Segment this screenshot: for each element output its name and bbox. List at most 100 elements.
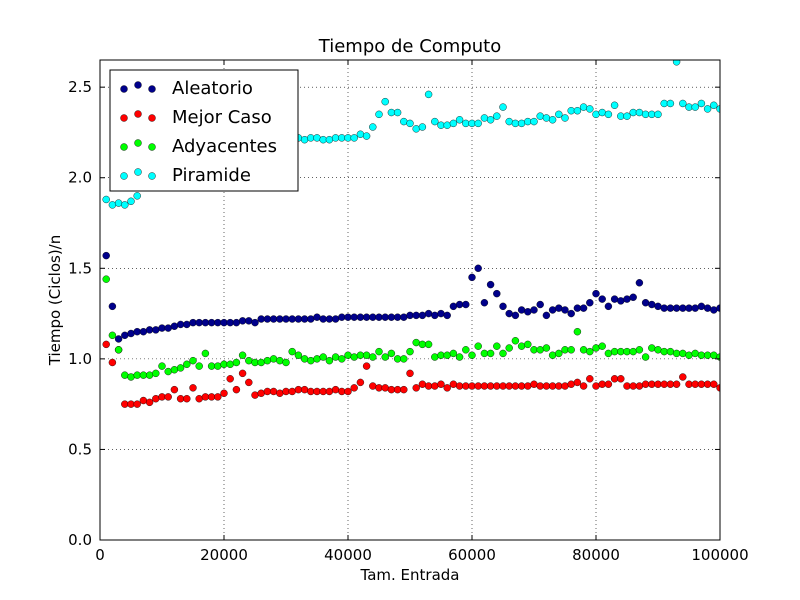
point-aleatorio: Aleatorio: (10000, 1.17) (158, 324, 166, 332)
point-aleatorio: Aleatorio: (5000, 1.14) (127, 329, 135, 338)
point-aleatorio: Aleatorio: (96000, 1.28) (691, 304, 699, 312)
point-aleatorio: Aleatorio: (29000, 1.22) (276, 315, 284, 323)
point-mejor-caso: Mejor Caso: (11000, 0.79) (164, 393, 172, 401)
point-aleatorio: Aleatorio: (32000, 1.22) (294, 315, 303, 323)
point-aleatorio: Aleatorio: (59000, 1.3) (462, 300, 470, 309)
point-piramide: Piramide: (69000, 2.31) (524, 117, 532, 126)
point-adyacentes: Adyacentes: (41000, 1.01) (350, 353, 358, 361)
point-mejor-caso: Mejor Caso: (19000, 0.79) (214, 393, 222, 401)
point-piramide: Piramide: (57000, 2.3) (449, 119, 458, 128)
point-aleatorio: Aleatorio: (71000, 1.3) (536, 300, 544, 309)
point-adyacentes: Adyacentes: (52000, 1.08) (418, 340, 427, 349)
legend-label: Aleatorio (172, 78, 253, 99)
point-aleatorio: Aleatorio: (1000, 1.57) (102, 251, 110, 260)
point-mejor-caso: Mejor Caso: (8000, 0.76) (145, 398, 154, 407)
point-adyacentes: Adyacentes: (66000, 1.06) (505, 344, 513, 352)
point-piramide: Piramide: (66000, 2.31) (505, 117, 513, 126)
point-aleatorio: Aleatorio: (20000, 1.2) (220, 318, 228, 327)
point-piramide: Piramide: (79000, 2.38) (586, 105, 594, 113)
point-aleatorio: Aleatorio: (87000, 1.42) (635, 279, 644, 287)
series-mejor-caso: Mejor Caso: (1000, 1.08) Mejor Caso: (200… (102, 340, 720, 408)
point-piramide: Piramide: (41000, 2.22) (350, 134, 358, 142)
legend-label: Adyacentes (172, 136, 277, 157)
point-mejor-caso: Mejor Caso: (54000, 0.85) (431, 382, 439, 390)
y-axis-title: Tiempo (Ciclos)/n (46, 235, 64, 367)
point-piramide: Piramide: (80000, 2.35) (592, 110, 600, 119)
legend-entry-piramide: Piramide (120, 165, 251, 186)
point-adyacentes: Adyacentes: (85000, 1.04) (623, 347, 631, 356)
point-mejor-caso: Mejor Caso: (73000, 0.85) (548, 382, 557, 390)
point-aleatorio: Aleatorio: (38000, 1.22) (331, 315, 340, 323)
point-adyacentes: Adyacentes: (38000, 1.01) (331, 353, 340, 361)
point-adyacentes: Adyacentes: (15000, 0.99) (189, 356, 197, 365)
point-piramide: Piramide: (83000, 2.4) (610, 101, 619, 109)
point-aleatorio: Aleatorio: (77000, 1.28) (573, 304, 582, 312)
point-aleatorio: Aleatorio: (16000, 1.2) (195, 318, 203, 327)
point-piramide: Piramide: (59000, 2.3) (462, 119, 470, 128)
point-mejor-caso: Mejor Caso: (22000, 0.83) (232, 385, 241, 394)
point-aleatorio: Aleatorio: (45000, 1.23) (375, 313, 383, 321)
point-aleatorio: Aleatorio: (18000, 1.2) (207, 318, 216, 327)
point-piramide: Piramide: (96000, 2.39) (691, 103, 699, 111)
point-piramide: Piramide: (64000, 2.34) (493, 112, 501, 120)
point-mejor-caso: Mejor Caso: (35000, 0.82) (313, 387, 321, 396)
point-aleatorio: Aleatorio: (57000, 1.29) (449, 302, 458, 311)
point-mejor-caso: Mejor Caso: (86000, 0.85) (629, 382, 637, 390)
point-adyacentes: Adyacentes: (1000, 1.44) (102, 275, 110, 283)
point-adyacentes: Adyacentes: (59000, 1.05) (462, 346, 470, 354)
point-mejor-caso: Mejor Caso: (96000, 0.86) (691, 380, 699, 388)
point-piramide: Piramide: (94000, 2.41) (679, 99, 687, 108)
point-piramide: Piramide: (46000, 2.42) (381, 97, 389, 106)
point-aleatorio: Aleatorio: (27000, 1.22) (263, 315, 272, 323)
point-adyacentes: Adyacentes: (40000, 1.02) (344, 351, 352, 359)
point-piramide: Piramide: (74000, 2.35) (555, 110, 563, 119)
point-aleatorio: Aleatorio: (55000, 1.25) (437, 309, 445, 318)
point-piramide: Piramide: (33000, 2.21) (300, 135, 309, 144)
point-adyacentes: Adyacentes: (39000, 1) (338, 355, 346, 363)
point-mejor-caso: Mejor Caso: (95000, 0.86) (685, 380, 693, 388)
point-adyacentes: Adyacentes: (4000, 0.91) (121, 371, 129, 379)
legend-marker (148, 143, 156, 151)
point-adyacentes: Adyacentes: (82000, 1.03) (604, 349, 613, 358)
point-adyacentes: Adyacentes: (7000, 0.91) (139, 371, 148, 379)
point-mejor-caso: Mejor Caso: (56000, 0.84) (443, 384, 451, 392)
point-mejor-caso: Mejor Caso: (17000, 0.79) (201, 393, 210, 401)
point-aleatorio: Aleatorio: (54000, 1.24) (431, 311, 439, 320)
point-mejor-caso: Mejor Caso: (63000, 0.85) (486, 382, 495, 390)
point-aleatorio: Aleatorio: (86000, 1.34) (629, 293, 637, 301)
point-piramide: Piramide: (58000, 2.32) (455, 116, 464, 124)
point-adyacentes: Adyacentes: (54000, 1.01) (431, 353, 439, 361)
point-adyacentes: Adyacentes: (27000, 0.99) (263, 356, 272, 365)
point-aleatorio: Aleatorio: (43000, 1.23) (362, 313, 371, 321)
legend-marker (120, 114, 128, 122)
point-mejor-caso: Mejor Caso: (28000, 0.82) (269, 387, 278, 396)
point-adyacentes: Adyacentes: (20000, 0.97) (220, 360, 228, 369)
point-mejor-caso: Mejor Caso: (74000, 0.85) (555, 382, 563, 390)
point-adyacentes: Adyacentes: (24000, 0.99) (245, 356, 253, 365)
point-mejor-caso: Mejor Caso: (24000, 0.87) (245, 378, 253, 387)
point-adyacentes: Adyacentes: (67000, 1.1) (511, 337, 520, 345)
point-mejor-caso: Mejor Caso: (67000, 0.85) (511, 382, 520, 390)
point-aleatorio: Aleatorio: (51000, 1.24) (412, 311, 420, 320)
point-mejor-caso: Mejor Caso: (58000, 0.85) (455, 382, 464, 390)
point-adyacentes: Adyacentes: (81000, 1.07) (598, 342, 606, 350)
point-adyacentes: Adyacentes: (36000, 1.01) (319, 353, 327, 361)
x-tick-label: 20000 (200, 546, 248, 564)
point-aleatorio: Aleatorio: (31000, 1.22) (288, 315, 296, 323)
point-adyacentes: Adyacentes: (97000, 1.02) (697, 351, 706, 359)
point-mejor-caso: Mejor Caso: (99000, 0.86) (710, 380, 718, 388)
point-adyacentes: Adyacentes: (90000, 1.05) (654, 346, 662, 354)
point-adyacentes: Adyacentes: (63000, 1.03) (486, 349, 495, 358)
point-adyacentes: Adyacentes: (8000, 0.91) (145, 371, 154, 379)
point-adyacentes: Adyacentes: (5000, 0.9) (127, 373, 135, 381)
point-mejor-caso: Mejor Caso: (65000, 0.85) (499, 382, 507, 390)
point-mejor-caso: Mejor Caso: (79000, 0.89) (586, 375, 594, 383)
point-aleatorio: Aleatorio: (78000, 1.28) (579, 304, 588, 312)
point-adyacentes: Adyacentes: (16000, 0.96) (195, 362, 203, 370)
point-adyacentes: Adyacentes: (32000, 1.02) (294, 351, 303, 359)
point-mejor-caso: Mejor Caso: (97000, 0.86) (697, 380, 706, 388)
point-adyacentes: Adyacentes: (10000, 0.96) (158, 362, 166, 370)
point-adyacentes: Adyacentes: (45000, 1.04) (375, 347, 383, 356)
point-aleatorio: Aleatorio: (56000, 1.24) (443, 311, 451, 320)
point-aleatorio: Aleatorio: (62000, 1.31) (480, 299, 489, 307)
